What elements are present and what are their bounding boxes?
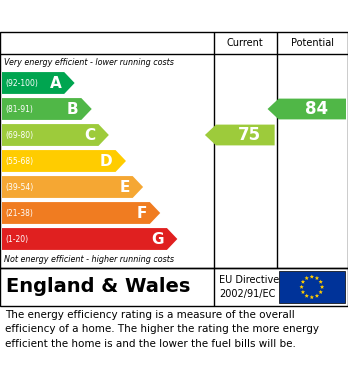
Polygon shape bbox=[268, 99, 346, 119]
Polygon shape bbox=[304, 294, 309, 298]
Text: Very energy efficient - lower running costs: Very energy efficient - lower running co… bbox=[4, 57, 174, 66]
Polygon shape bbox=[304, 276, 309, 280]
Text: (92-100): (92-100) bbox=[5, 79, 38, 88]
Text: Potential: Potential bbox=[291, 38, 334, 48]
Text: Not energy efficient - higher running costs: Not energy efficient - higher running co… bbox=[4, 255, 174, 264]
Polygon shape bbox=[318, 290, 323, 294]
Polygon shape bbox=[2, 124, 109, 146]
Text: (1-20): (1-20) bbox=[5, 235, 28, 244]
Text: EU Directive
2002/91/EC: EU Directive 2002/91/EC bbox=[219, 275, 279, 299]
Polygon shape bbox=[301, 280, 305, 284]
Bar bbox=[279, 271, 345, 303]
Polygon shape bbox=[2, 176, 143, 198]
Text: (21-38): (21-38) bbox=[5, 208, 33, 217]
Polygon shape bbox=[315, 294, 319, 298]
Polygon shape bbox=[2, 98, 92, 120]
Text: B: B bbox=[67, 102, 78, 117]
Text: (39-54): (39-54) bbox=[5, 183, 33, 192]
Polygon shape bbox=[2, 150, 126, 172]
Text: E: E bbox=[119, 179, 130, 194]
Polygon shape bbox=[310, 295, 314, 299]
Text: (55-68): (55-68) bbox=[5, 156, 33, 165]
Text: G: G bbox=[151, 231, 164, 246]
Text: F: F bbox=[136, 206, 147, 221]
Polygon shape bbox=[205, 125, 275, 145]
Text: 75: 75 bbox=[238, 126, 261, 144]
Polygon shape bbox=[315, 276, 319, 280]
Polygon shape bbox=[299, 285, 304, 289]
Text: Energy Efficiency Rating: Energy Efficiency Rating bbox=[10, 9, 220, 23]
Text: C: C bbox=[84, 127, 95, 142]
Text: (81-91): (81-91) bbox=[5, 104, 33, 113]
Text: D: D bbox=[100, 154, 112, 169]
Text: The energy efficiency rating is a measure of the overall efficiency of a home. T: The energy efficiency rating is a measur… bbox=[5, 310, 319, 349]
Text: Current: Current bbox=[227, 38, 264, 48]
Polygon shape bbox=[310, 274, 314, 278]
Polygon shape bbox=[318, 280, 323, 284]
Polygon shape bbox=[301, 290, 305, 294]
Text: England & Wales: England & Wales bbox=[6, 278, 190, 296]
Polygon shape bbox=[2, 72, 74, 94]
Text: A: A bbox=[49, 75, 61, 90]
Polygon shape bbox=[2, 202, 160, 224]
Text: 84: 84 bbox=[305, 100, 328, 118]
Polygon shape bbox=[2, 228, 177, 250]
Polygon shape bbox=[320, 285, 324, 289]
Text: (69-80): (69-80) bbox=[5, 131, 33, 140]
